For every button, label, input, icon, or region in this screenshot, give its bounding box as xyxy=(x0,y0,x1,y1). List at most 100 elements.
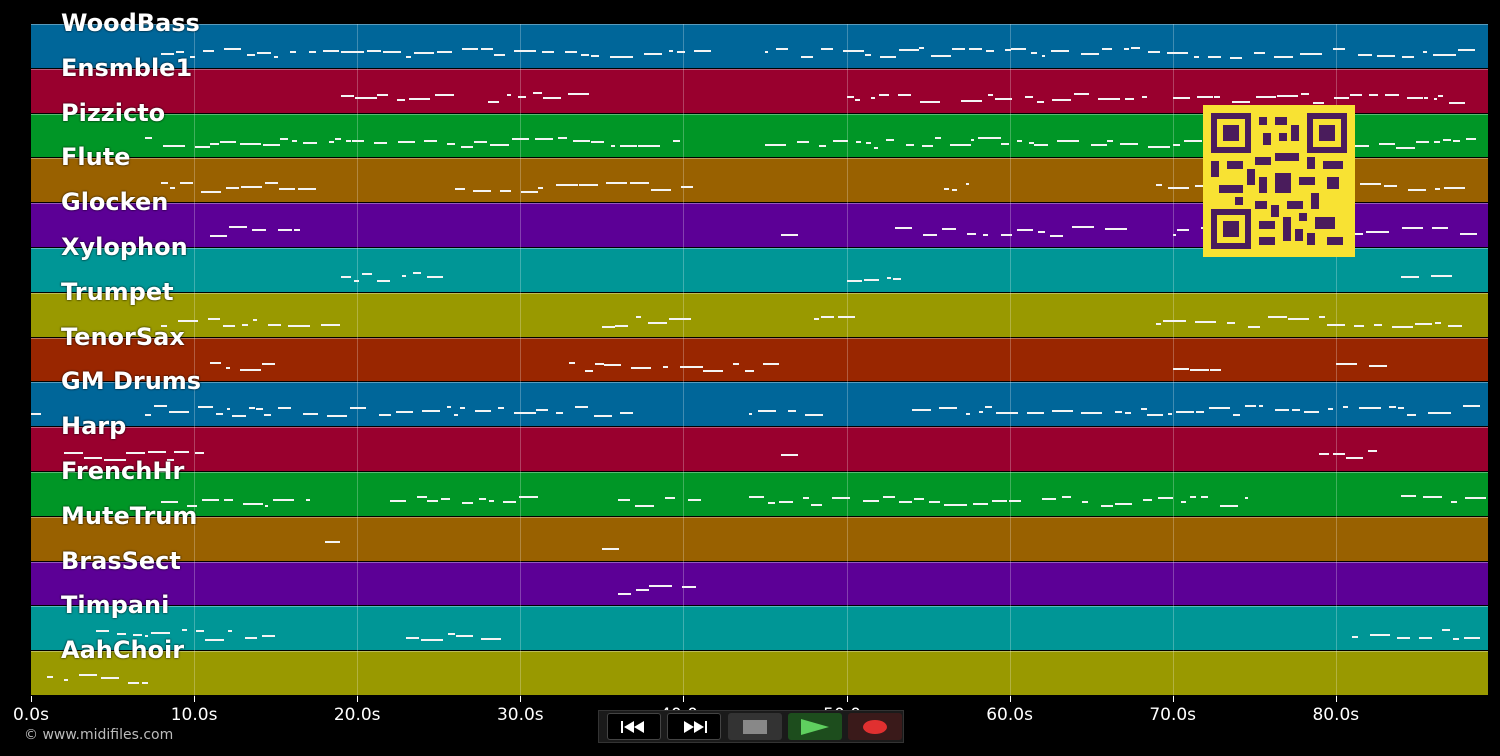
track-lane[interactable] xyxy=(31,337,1488,382)
note-mark xyxy=(593,415,613,418)
fast-forward-button[interactable] xyxy=(667,713,721,740)
track-lane[interactable] xyxy=(31,382,1488,427)
note-mark xyxy=(973,503,989,505)
note-mark xyxy=(1452,638,1460,641)
note-mark xyxy=(886,277,891,279)
note-mark xyxy=(1418,637,1433,640)
axis-tick xyxy=(683,696,685,702)
note-mark xyxy=(1401,495,1416,497)
note-mark xyxy=(63,452,83,455)
note-mark xyxy=(1274,56,1293,58)
note-mark xyxy=(1196,411,1205,414)
note-mark xyxy=(437,51,453,53)
note-mark xyxy=(31,413,42,416)
gridline xyxy=(1335,24,1337,696)
note-mark xyxy=(279,188,296,191)
note-mark xyxy=(934,136,941,139)
track-lane[interactable] xyxy=(31,516,1488,561)
note-mark xyxy=(535,409,549,412)
note-mark xyxy=(329,140,335,143)
note-mark xyxy=(1131,47,1141,49)
note-mark xyxy=(537,187,543,190)
track-lane[interactable] xyxy=(31,472,1488,516)
rewind-button[interactable] xyxy=(607,713,661,740)
note-mark xyxy=(944,504,967,506)
note-mark xyxy=(1287,317,1310,320)
note-mark xyxy=(327,415,347,418)
track-label: Xylophon xyxy=(61,233,188,261)
note-mark xyxy=(207,317,220,320)
note-mark xyxy=(1368,93,1379,96)
note-mark xyxy=(147,451,167,454)
note-mark xyxy=(643,53,662,55)
note-mark xyxy=(879,56,897,58)
play-button[interactable] xyxy=(788,713,842,740)
gridline xyxy=(683,24,685,696)
note-mark xyxy=(1435,321,1442,324)
note-mark xyxy=(862,500,879,502)
track-lane[interactable] xyxy=(31,24,1488,68)
note-mark xyxy=(1010,48,1026,50)
note-mark xyxy=(374,141,387,144)
note-mark xyxy=(277,407,292,410)
note-mark xyxy=(1207,56,1221,58)
note-mark xyxy=(1213,95,1220,98)
note-mark xyxy=(922,144,934,147)
note-mark xyxy=(292,139,297,142)
note-mark xyxy=(1253,52,1265,54)
note-mark xyxy=(421,410,440,413)
note-mark xyxy=(223,499,230,501)
note-mark xyxy=(502,501,517,503)
stop-button[interactable] xyxy=(728,713,782,740)
note-mark xyxy=(244,637,258,640)
note-mark xyxy=(487,100,500,103)
note-mark xyxy=(162,144,186,147)
note-mark xyxy=(1072,226,1094,229)
note-mark xyxy=(1141,95,1148,98)
note-mark xyxy=(575,406,588,409)
note-mark xyxy=(748,413,753,416)
note-mark xyxy=(950,143,971,146)
note-mark xyxy=(1082,501,1088,503)
note-mark xyxy=(1163,319,1186,322)
note-mark xyxy=(555,184,579,187)
note-mark xyxy=(831,497,851,499)
track-label: Pizzicto xyxy=(61,98,166,127)
note-mark xyxy=(1392,325,1414,328)
track-lane[interactable] xyxy=(31,651,1488,695)
note-mark xyxy=(1168,413,1172,416)
note-mark xyxy=(169,411,189,414)
note-mark xyxy=(590,140,604,143)
note-mark xyxy=(1107,139,1114,142)
note-mark xyxy=(1350,93,1363,96)
note-mark xyxy=(1038,231,1046,234)
note-mark xyxy=(1227,321,1236,324)
track-lane[interactable] xyxy=(31,606,1488,651)
qr-code-icon[interactable] xyxy=(1203,105,1355,257)
note-mark xyxy=(1407,189,1426,192)
note-mark xyxy=(366,50,381,52)
record-button[interactable] xyxy=(848,713,902,740)
note-mark xyxy=(1245,405,1257,408)
note-mark xyxy=(864,54,871,56)
note-mark xyxy=(353,280,360,282)
note-mark xyxy=(1369,634,1390,637)
track-lane[interactable] xyxy=(31,427,1488,471)
note-mark xyxy=(636,588,649,591)
note-mark xyxy=(145,136,152,139)
track-lane[interactable] xyxy=(31,561,1488,606)
note-mark xyxy=(1460,233,1477,236)
note-mark xyxy=(952,48,966,50)
note-mark xyxy=(277,229,293,232)
note-mark xyxy=(376,280,390,282)
note-mark xyxy=(273,56,278,58)
note-mark xyxy=(345,139,352,142)
track-lane[interactable] xyxy=(31,292,1488,337)
note-mark xyxy=(1448,101,1466,104)
note-mark xyxy=(638,144,661,147)
note-mark xyxy=(630,182,650,185)
note-mark xyxy=(195,145,210,148)
note-mark xyxy=(427,276,444,278)
axis-tick-label: 20.0s xyxy=(333,705,381,725)
note-mark xyxy=(1200,496,1209,498)
